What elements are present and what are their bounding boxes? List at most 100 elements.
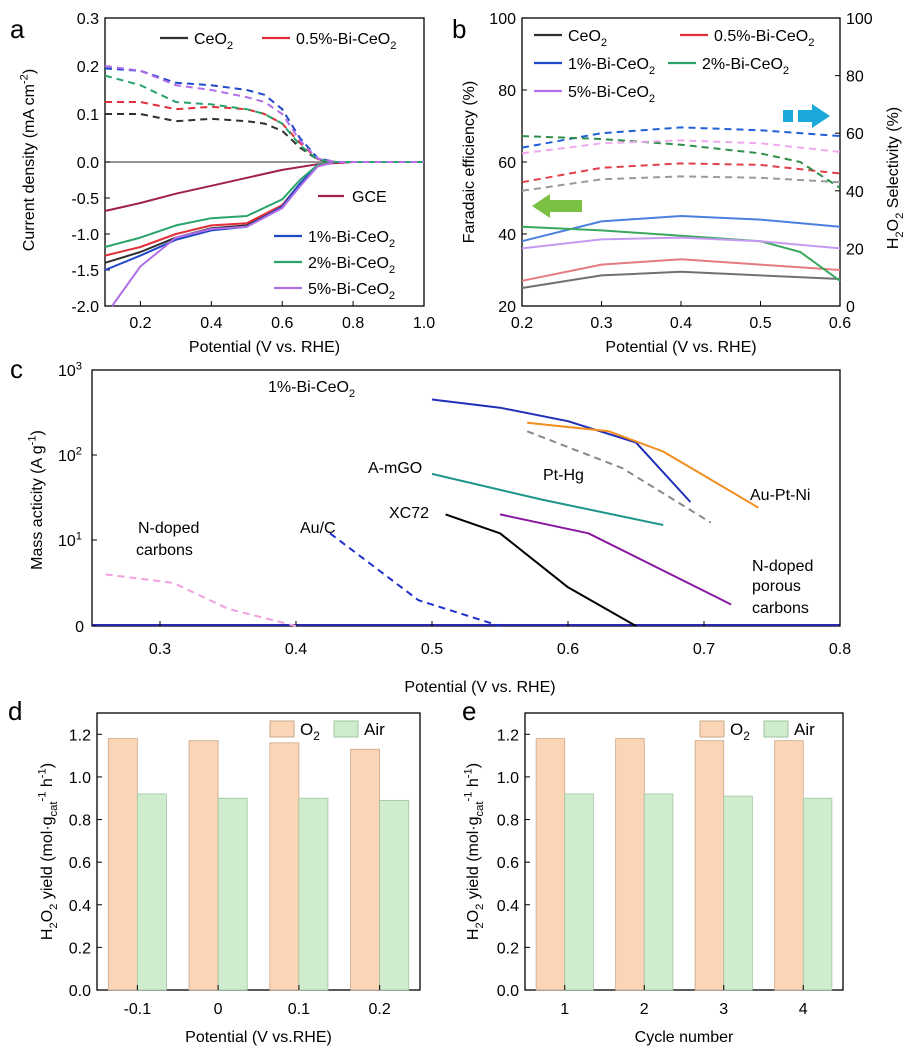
panel-b-xtick-label: 0.4 — [670, 315, 692, 332]
panel-e-xtick-label: 1 — [560, 1001, 569, 1018]
panel-b-ytick-right-label: 60 — [846, 126, 864, 143]
panel-d-ylabel-part-0: H — [39, 929, 56, 941]
panel-e-bar-air — [723, 795, 753, 991]
panel-e-legend-label-o2-part-1: 2 — [743, 729, 750, 743]
panel-e-ytick-label: 0.8 — [497, 813, 519, 830]
panel-a-legend-label-1-part-1: 2 — [389, 238, 395, 250]
panel-a-legend-label-ceo2-part-1: 2 — [227, 40, 233, 52]
panel-a-letter: a — [10, 14, 25, 44]
panel-e-bar-o2 — [694, 740, 725, 991]
panel-d-ytick-label: 0.2 — [69, 940, 91, 957]
panel-e-ytick-label: 1.0 — [497, 770, 519, 787]
panel-b-series-5%-Bi-CeO2-selectivity — [521, 139, 841, 155]
panel-b-legend-label-1-part-1: 2 — [808, 37, 814, 49]
panel-a-series-1%-Bi-CeO2 — [104, 161, 424, 271]
panel-b-legend-label-0: CeO2 — [568, 28, 607, 49]
panel-b-legend-label-4-part-1: 2 — [649, 93, 655, 105]
panel-c-label-bi1-part-1: 2 — [349, 388, 355, 400]
panel-e-legend-label-o2-part-0: O — [730, 720, 743, 739]
panel-c-ytick-label-part-1: 1 — [76, 531, 82, 543]
panel-b-series-5%-Bi-CeO2-fe — [521, 236, 841, 250]
panel-a-legend-label-bi05-part-0: 0.5%-Bi-CeO — [296, 31, 390, 48]
panel-d-ylabel: H2O2 yield (mol·gcat-1 h-1) — [37, 763, 60, 940]
panel-d-ytick-label: 0.0 — [69, 983, 91, 1000]
panel-e-bar-o2 — [615, 738, 645, 991]
panel-c-label-bi1-part-0: 1%-Bi-CeO — [268, 379, 349, 396]
panel-b-ytick-left-label: 60 — [498, 155, 516, 172]
panel-b-legend-label-2: 1%-Bi-CeO2 — [568, 56, 655, 77]
panel-c-ytick-label-part-1: 3 — [76, 361, 82, 373]
panel-c-label-auc: Au/C — [300, 520, 336, 537]
panel-e-ytick-label: 0.2 — [497, 940, 519, 957]
panel-b-legend-label-0-part-0: CeO — [568, 28, 601, 45]
panel-d-ylabel-part-9: ) — [39, 763, 56, 768]
panel-b-ylabel-right-part-1: 2 — [894, 231, 906, 237]
panel-c-label-npc2: porous — [752, 578, 801, 595]
panel-d-bar-air — [136, 793, 167, 991]
panel-b-legend-label-3-part-1: 2 — [783, 65, 789, 77]
panel-d-legend-swatch-air — [333, 720, 359, 738]
panel-d-ylabel-part-8: -1 — [37, 768, 49, 778]
panel-d-xtick-label: -0.1 — [124, 1001, 152, 1018]
panel-b-ytick-right-label: 0 — [846, 299, 855, 316]
panel-d-bar-o2 — [350, 748, 381, 991]
panel-c-ylabel: Mass acticity (A g-1) — [27, 430, 46, 570]
panel-c-label-npc3: carbons — [752, 600, 809, 617]
panel-a-ylabel: Current density (mA cm-2) — [19, 69, 38, 251]
panel-d-ylabel-part-7: h — [39, 778, 56, 791]
panel-d-bar-air — [217, 797, 248, 991]
panel-c-xtick-label: 0.7 — [693, 641, 715, 658]
panel-b-ylabel-right: H2O2 Selectivity (%) — [885, 107, 906, 249]
panel-e-legend-swatch-air — [763, 720, 789, 738]
panel-b-series-CeO2-fe — [521, 270, 841, 289]
panel-d-ylabel-part-3: 2 — [48, 904, 60, 910]
panel-e-ylabel-part-8: -1 — [463, 768, 475, 778]
panel-d-ylabel-part-5: cat — [48, 801, 60, 817]
panel-e-legend-label-air: Air — [794, 720, 815, 739]
panel-a-series-2%-Bi-CeO2-ring — [104, 74, 424, 163]
panel-d-letter: d — [8, 696, 22, 726]
panel-d-ytick-label: 0.8 — [69, 813, 91, 830]
panel-e-ylabel-part-2: O — [465, 910, 482, 922]
panel-c-xlabel: Potential (V vs. RHE) — [404, 679, 555, 696]
panel-b-ytick-left-label: 20 — [498, 299, 516, 316]
panel-c-series-Au/C — [329, 532, 501, 627]
panel-e-ylabel: H2O2 yield (mol·gcat-1 h-1) — [463, 763, 486, 940]
panel-b-xtick-label: 0.5 — [749, 315, 771, 332]
panel-e-bar-o2 — [774, 740, 804, 991]
panel-e-ytick-label: 0.6 — [497, 855, 519, 872]
panel-c-ylabel-part-2: ) — [29, 430, 46, 435]
panel-e-letter: e — [462, 696, 476, 726]
panel-d-ytick-label: 1.0 — [69, 770, 91, 787]
panel-a-legend-label-3-part-1: 2 — [389, 290, 395, 302]
panel-a-xtick-label: 0.2 — [129, 315, 151, 332]
panel-d-legend-swatch-o2 — [269, 720, 295, 738]
panel-b-ylabel-right-part-3: 2 — [894, 213, 906, 219]
panel-d-legend-label-o2-part-1: 2 — [313, 729, 320, 743]
panel-b-ytick-left-label: 80 — [498, 83, 516, 100]
panel-b-xtick-label: 0.2 — [511, 315, 533, 332]
panel-e-xtick-label: 3 — [719, 1001, 728, 1018]
panel-b-series-0.5%-Bi-CeO2-selectivity — [521, 162, 841, 184]
panel-a-legend-label-ceo2: CeO2 — [194, 31, 233, 52]
panel-d-ylabel-part-1: 2 — [48, 922, 60, 928]
panel-b-legend-label-4: 5%-Bi-CeO2 — [568, 84, 655, 105]
panel-a-legend-label-ceo2-part-0: CeO — [194, 31, 227, 48]
panel-e-ylabel-part-3: 2 — [474, 904, 486, 910]
panel-a-xtick-label: 0.8 — [342, 315, 364, 332]
panel-c-ytick-label: 101 — [58, 531, 82, 550]
panel-a-legend-label-3: 5%-Bi-CeO2 — [308, 281, 395, 302]
panel-d-ylabel-part-4: yield (mol·g — [39, 816, 56, 903]
panel-a-legend-label-1: 1%-Bi-CeO2 — [308, 229, 395, 250]
panel-e-ylabel-part-0: H — [465, 929, 482, 941]
panel-b-series-CeO2-selectivity — [521, 175, 841, 192]
panel-b-legend-label-1-part-0: 0.5%-Bi-CeO — [714, 28, 808, 45]
panel-a-legend-label-1-part-0: 1%-Bi-CeO — [308, 229, 389, 246]
panel-c-ytick-label-part-1: 2 — [76, 446, 82, 458]
panel-c-ytick-label-part-0: 10 — [58, 363, 76, 380]
panel-a-legend-label-2: 2%-Bi-CeO2 — [308, 255, 395, 276]
panel-b-ytick-right-label: 40 — [846, 184, 864, 201]
panel-b-legend-label-3-part-0: 2%-Bi-CeO — [702, 56, 783, 73]
panel-d-bar-air — [379, 799, 410, 991]
